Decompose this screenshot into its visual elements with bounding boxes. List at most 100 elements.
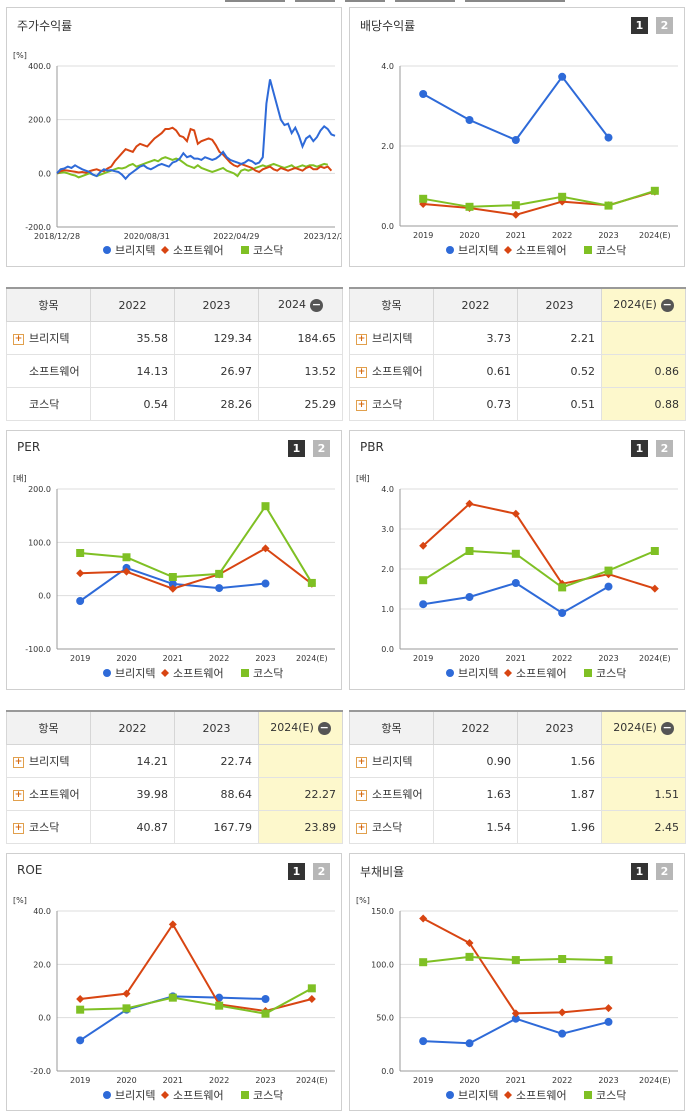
data-point (465, 499, 474, 508)
table-header-cell: 2023 (517, 287, 602, 322)
legend-item: 코스닥 (241, 244, 283, 257)
table-cell: 1.63 (433, 777, 518, 811)
table-header-cell: 2022 (433, 710, 518, 745)
x-tick-label: 2022 (209, 654, 229, 663)
panel-title: 주가수익률 (17, 19, 73, 33)
x-tick-label: 2024(E) (639, 654, 671, 663)
table-cell: 1.96 (517, 810, 602, 844)
tab-button-1[interactable]: 1 (631, 17, 648, 34)
y-tick-label: 100.0 (28, 538, 51, 547)
top-tab-strip (395, 0, 455, 2)
table-cell: 22.74 (174, 744, 259, 778)
x-tick-label: 2023 (255, 654, 275, 663)
panel-title: PBR (360, 440, 384, 454)
table-header-row: 항목 2022 2023 2024(E) − (6, 710, 343, 745)
legend-item: 소프트웨어 (504, 1089, 567, 1102)
data-point (465, 593, 474, 601)
data-point (558, 955, 567, 963)
y-tick-label: 4.0 (381, 485, 394, 494)
expand-plus-icon[interactable]: + (356, 756, 367, 768)
expand-plus-icon[interactable]: + (356, 366, 367, 378)
data-point (261, 995, 270, 1003)
data-point (511, 201, 520, 210)
row-label: + 코스닥 (349, 810, 434, 844)
legend-item: 소프트웨어 (504, 667, 567, 680)
data-point (650, 547, 659, 555)
svg-text:소프트웨어: 소프트웨어 (516, 667, 567, 680)
x-tick-label: 2020 (116, 654, 136, 663)
data-point (511, 1009, 520, 1018)
data-point (419, 576, 428, 585)
data-point (604, 1017, 613, 1026)
table-cell: 0.90 (433, 744, 518, 778)
data-point (511, 579, 520, 587)
data-point (76, 1005, 85, 1014)
collapse-icon[interactable]: − (660, 297, 674, 312)
y-tick-label: 50.0 (376, 1014, 394, 1023)
expand-plus-icon[interactable]: + (13, 789, 24, 801)
collapse-icon[interactable]: − (660, 720, 674, 735)
expand-plus-icon[interactable]: + (356, 789, 367, 801)
tab-button-2[interactable]: 2 (313, 440, 330, 457)
data-point (558, 609, 567, 617)
table-header-row: 항목 2022 2023 2024(E) − (349, 710, 686, 745)
tab-button-2[interactable]: 2 (656, 440, 673, 457)
tab-button-1[interactable]: 1 (631, 440, 648, 457)
row-label: + 소프트웨어 (6, 777, 91, 811)
x-tick-label: 2019 (70, 654, 90, 663)
tab-button-1[interactable]: 1 (631, 863, 648, 880)
top-tab-strip (345, 0, 385, 2)
table-cell: 26.97 (174, 354, 259, 388)
series-line (80, 547, 313, 590)
expand-plus-icon[interactable]: + (356, 822, 367, 834)
table-header-cell: 항목 (6, 287, 91, 322)
data-point (122, 989, 131, 998)
expand-plus-icon[interactable]: + (13, 333, 24, 345)
y-tick-label: 2.0 (381, 142, 394, 151)
tab-button-1[interactable]: 1 (288, 440, 305, 457)
axis-unit: [배] (13, 474, 27, 483)
x-tick-label: 2022 (552, 1076, 572, 1085)
expand-plus-icon[interactable]: + (356, 399, 367, 411)
data-point (307, 984, 316, 993)
svg-text:소프트웨어: 소프트웨어 (173, 667, 224, 680)
chart-panel-stock: 주가수익률 [%] 400.0 200.0 0.0 -200.0 2018/12/28 20… (6, 7, 342, 267)
tab-button-1[interactable]: 1 (288, 863, 305, 880)
y-tick-label: 0.0 (38, 1014, 51, 1023)
table-header-cell: 2024(E) − (601, 287, 686, 322)
expand-plus-icon[interactable]: + (356, 333, 367, 345)
collapse-icon[interactable]: − (317, 720, 331, 735)
tab-button-2[interactable]: 2 (656, 17, 673, 34)
row-label: + 소프트웨어 (349, 777, 434, 811)
expand-plus-icon[interactable]: + (13, 756, 24, 768)
table-cell: 0.88 (601, 387, 686, 421)
data-point (650, 186, 659, 195)
row-label: 코스닥 (6, 387, 91, 421)
y-tick-label: 100.0 (371, 960, 394, 969)
table-cell: 88.64 (174, 777, 259, 811)
y-tick-label: 150.0 (371, 907, 394, 916)
legend-item: 코스닥 (584, 1089, 626, 1102)
tab-button-2[interactable]: 2 (656, 863, 673, 880)
collapse-icon[interactable]: − (310, 297, 323, 312)
legend-item: 코스닥 (584, 244, 626, 257)
y-tick-label: -100.0 (25, 645, 51, 654)
svg-text:브리지텍: 브리지텍 (115, 1089, 155, 1102)
table-row: + 브리지텍 0.90 1.56 (349, 744, 686, 778)
table-header-cell: 2024(E) − (258, 710, 343, 745)
tab-button-2[interactable]: 2 (313, 863, 330, 880)
legend-item: 소프트웨어 (161, 667, 224, 680)
dividend-chart: 4.0 2.0 0.0 2019 2020 2021 2022 2023 2024(E) 브리지텍… (381, 62, 678, 257)
y-tick-label: 0.0 (38, 169, 51, 178)
series-line (422, 189, 656, 208)
data-point (122, 567, 131, 576)
data-point (604, 201, 613, 210)
expand-plus-icon[interactable]: + (13, 822, 24, 834)
table-cell: 3.73 (433, 321, 518, 355)
x-tick-label: 2020 (116, 1076, 136, 1085)
x-tick-label: 2020 (459, 654, 479, 663)
data-point (307, 995, 316, 1003)
svg-text:코스닥: 코스닥 (253, 244, 283, 257)
y-tick-label: 2.0 (381, 565, 394, 574)
